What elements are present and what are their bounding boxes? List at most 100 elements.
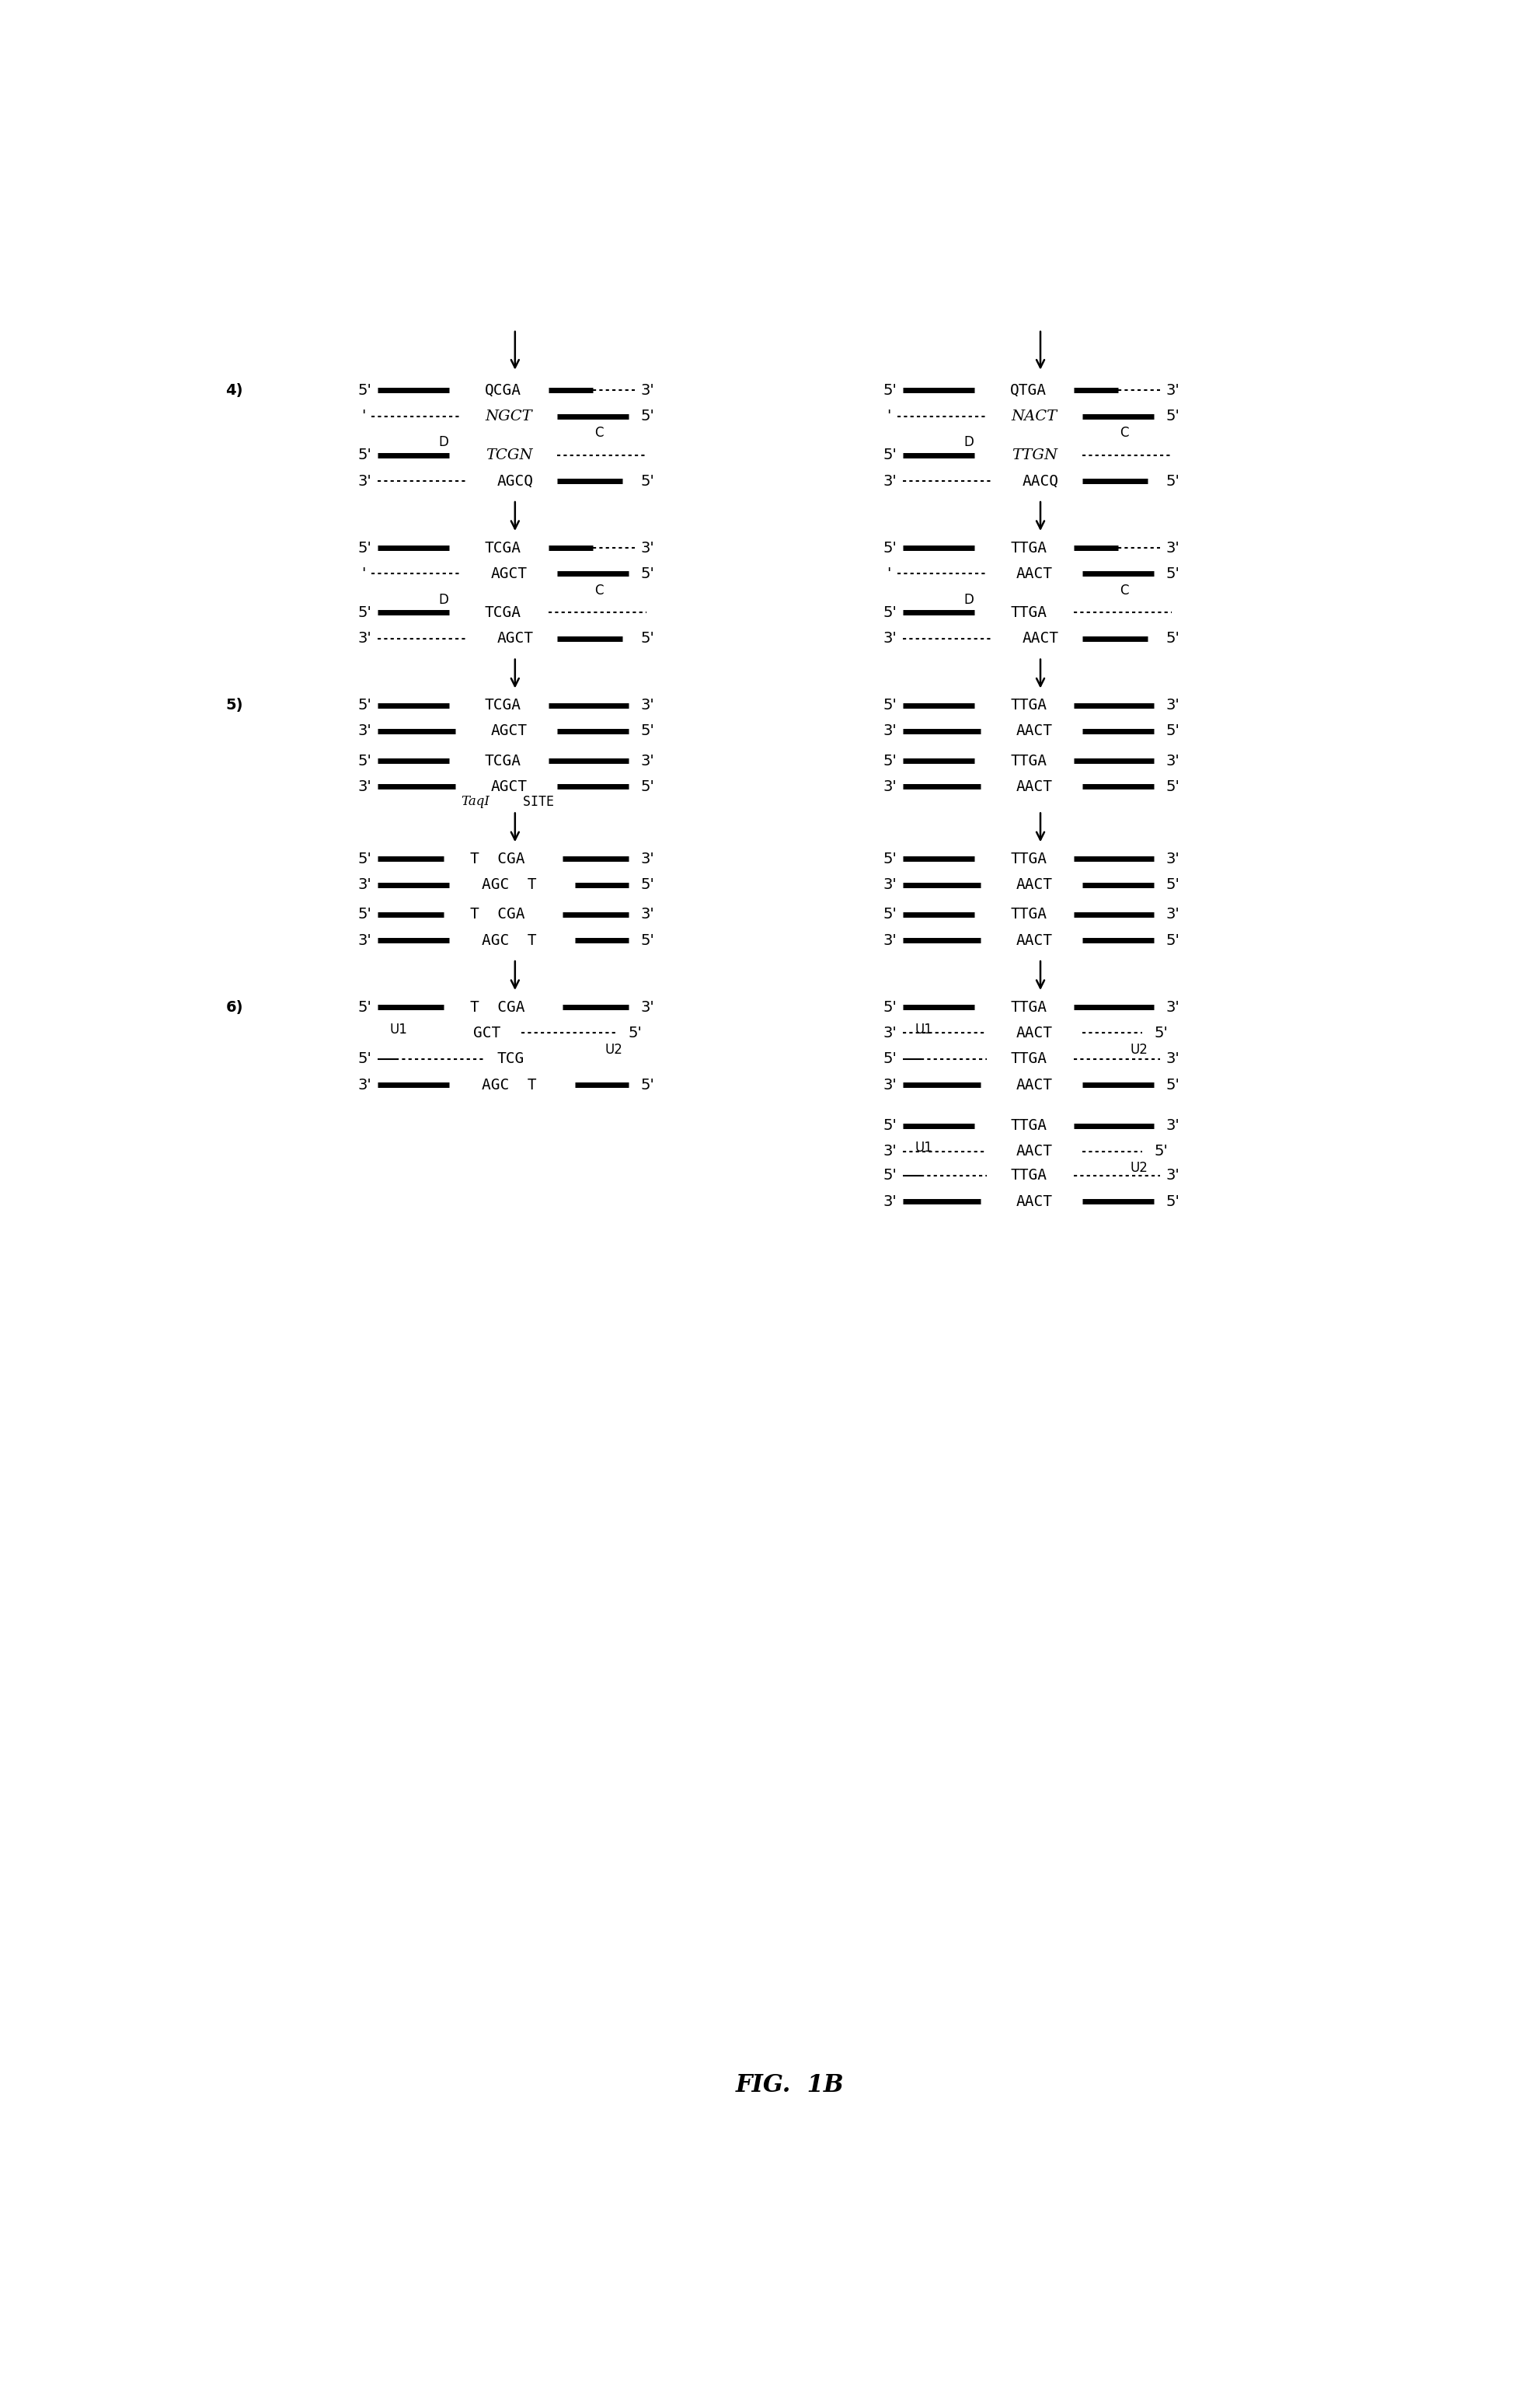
Text: 3': 3' xyxy=(1166,1051,1180,1065)
Text: 5': 5' xyxy=(882,753,896,767)
Text: 5': 5' xyxy=(641,933,654,948)
Text: 3': 3' xyxy=(641,907,654,921)
Text: TCGA: TCGA xyxy=(485,606,521,620)
Text: 5': 5' xyxy=(1166,474,1180,488)
Text: 5': 5' xyxy=(628,1025,642,1041)
Text: AACT: AACT xyxy=(1016,1025,1052,1041)
Text: 3': 3' xyxy=(641,851,654,866)
Text: AACT: AACT xyxy=(1021,630,1058,647)
Text: U1: U1 xyxy=(390,1022,407,1037)
Text: 5': 5' xyxy=(641,779,654,794)
Text: 5': 5' xyxy=(641,409,654,423)
Text: 5': 5' xyxy=(641,1077,654,1092)
Text: U2: U2 xyxy=(604,1044,622,1056)
Text: 3': 3' xyxy=(1166,1169,1180,1183)
Text: TTGA: TTGA xyxy=(1010,1118,1046,1133)
Text: 5): 5) xyxy=(225,697,243,712)
Text: 5': 5' xyxy=(1166,630,1180,647)
Text: 5': 5' xyxy=(357,851,371,866)
Text: 5': 5' xyxy=(882,606,896,620)
Text: 5': 5' xyxy=(1166,779,1180,794)
Text: U2: U2 xyxy=(1129,1044,1147,1056)
Text: 3': 3' xyxy=(357,878,371,892)
Text: C: C xyxy=(594,426,602,440)
Text: 5': 5' xyxy=(882,851,896,866)
Text: 5': 5' xyxy=(882,382,896,397)
Text: 5': 5' xyxy=(641,878,654,892)
Text: TTGA: TTGA xyxy=(1010,907,1046,921)
Text: T  CGA: T CGA xyxy=(470,851,524,866)
Text: AACQ: AACQ xyxy=(1021,474,1058,488)
Text: GCT: GCT xyxy=(473,1025,501,1041)
Text: 5': 5' xyxy=(1166,1195,1180,1210)
Text: D: D xyxy=(964,435,973,450)
Text: TCGN: TCGN xyxy=(485,447,533,462)
Text: 5': 5' xyxy=(882,1118,896,1133)
Text: 5': 5' xyxy=(357,697,371,712)
Text: 5': 5' xyxy=(641,474,654,488)
Text: 5': 5' xyxy=(357,382,371,397)
Text: U1: U1 xyxy=(915,1140,932,1154)
Text: 5': 5' xyxy=(1166,878,1180,892)
Text: AACT: AACT xyxy=(1016,1195,1052,1210)
Text: C: C xyxy=(594,584,602,596)
Text: ': ' xyxy=(887,409,890,423)
Text: 3': 3' xyxy=(357,724,371,738)
Text: 3': 3' xyxy=(882,878,896,892)
Text: 3': 3' xyxy=(882,933,896,948)
Text: 5': 5' xyxy=(882,1051,896,1065)
Text: AGC  T: AGC T xyxy=(482,1077,536,1092)
Text: 5': 5' xyxy=(882,697,896,712)
Text: 3': 3' xyxy=(1166,1000,1180,1015)
Text: C: C xyxy=(1120,426,1127,440)
Text: 5': 5' xyxy=(1166,568,1180,582)
Text: 3': 3' xyxy=(641,753,654,767)
Text: 5': 5' xyxy=(882,541,896,556)
Text: AGCT: AGCT xyxy=(491,779,527,794)
Text: TTGA: TTGA xyxy=(1010,541,1046,556)
Text: D: D xyxy=(964,592,973,606)
Text: 5': 5' xyxy=(1166,409,1180,423)
Text: TTGA: TTGA xyxy=(1010,697,1046,712)
Text: AACT: AACT xyxy=(1016,878,1052,892)
Text: AACT: AACT xyxy=(1016,933,1052,948)
Text: TTGA: TTGA xyxy=(1010,1169,1046,1183)
Text: U2: U2 xyxy=(1129,1162,1147,1176)
Text: D: D xyxy=(439,435,448,450)
Text: 3': 3' xyxy=(882,779,896,794)
Text: NACT: NACT xyxy=(1010,409,1056,423)
Text: AGCQ: AGCQ xyxy=(496,474,533,488)
Text: TTGA: TTGA xyxy=(1010,606,1046,620)
Text: QCGA: QCGA xyxy=(485,382,521,397)
Text: C: C xyxy=(1120,584,1127,596)
Text: ': ' xyxy=(887,568,890,582)
Text: 3': 3' xyxy=(357,1077,371,1092)
Text: TTGN: TTGN xyxy=(1010,447,1056,462)
Text: 3': 3' xyxy=(641,697,654,712)
Text: 3': 3' xyxy=(357,779,371,794)
Text: 5': 5' xyxy=(641,724,654,738)
Text: 5': 5' xyxy=(1153,1145,1167,1159)
Text: 5': 5' xyxy=(1166,933,1180,948)
Text: 3': 3' xyxy=(1166,1118,1180,1133)
Text: 3': 3' xyxy=(641,382,654,397)
Text: T  CGA: T CGA xyxy=(470,907,524,921)
Text: 5': 5' xyxy=(1153,1025,1167,1041)
Text: ': ' xyxy=(362,568,365,582)
Text: 3': 3' xyxy=(1166,382,1180,397)
Text: 5': 5' xyxy=(882,1000,896,1015)
Text: 5': 5' xyxy=(641,568,654,582)
Text: TTGA: TTGA xyxy=(1010,1051,1046,1065)
Text: 5': 5' xyxy=(1166,1077,1180,1092)
Text: 3': 3' xyxy=(357,630,371,647)
Text: AACT: AACT xyxy=(1016,568,1052,582)
Text: TTGA: TTGA xyxy=(1010,851,1046,866)
Text: AACT: AACT xyxy=(1016,1145,1052,1159)
Text: NGCT: NGCT xyxy=(485,409,533,423)
Text: TCG: TCG xyxy=(497,1051,524,1065)
Text: 5': 5' xyxy=(357,1051,371,1065)
Text: 5': 5' xyxy=(357,1000,371,1015)
Text: QTGA: QTGA xyxy=(1010,382,1046,397)
Text: AGCT: AGCT xyxy=(491,724,527,738)
Text: D: D xyxy=(439,592,448,606)
